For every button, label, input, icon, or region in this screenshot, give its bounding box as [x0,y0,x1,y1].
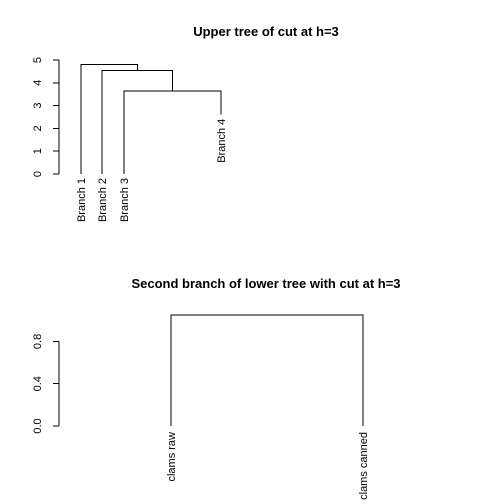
p2-y-tick-label: 0.0 [32,418,44,433]
p1-y-tick-label: 3 [32,103,44,109]
upper-tree-title: Upper tree of cut at h=3 [193,24,339,39]
upper-tree-panel: Upper tree of cut at h=3 0 1 2 3 4 5 Branch 1… [32,24,339,222]
p2-leaf-label: clams canned [358,432,370,500]
p1-y-tick-label: 4 [32,80,44,86]
p2-y-tick-label: 0.4 [32,376,44,391]
p1-y-tick-label: 1 [32,148,44,154]
lower-tree-y-axis: 0.0 0.4 0.8 [32,334,60,434]
p1-leaf-label: Branch 3 [119,178,131,222]
p1-leaf-label: Branch 1 [76,178,88,222]
p1-merge-branch [123,90,222,174]
upper-tree-leaf-labels: Branch 1 Branch 2 Branch 3 Branch 4 [76,119,228,222]
p2-merge-branch [170,314,364,426]
lower-tree-panel: Second branch of lower tree with cut at … [32,276,401,500]
p1-y-tick-label: 5 [32,57,44,63]
p2-leaf-label: clams raw [166,432,178,482]
lower-tree-leaf-labels: clams raw clams canned [166,432,370,500]
p1-merge-branch [80,64,138,174]
p1-y-tick-label: 0 [32,171,44,177]
p1-leaf-label: Branch 2 [97,178,109,222]
upper-tree-y-axis: 0 1 2 3 4 5 [32,57,60,177]
p1-leaf-label: Branch 4 [216,119,228,163]
p1-merge-branch [101,69,173,174]
lower-tree-title: Second branch of lower tree with cut at … [131,276,400,291]
upper-tree-branches [80,64,222,174]
lower-tree-branches [170,314,364,426]
p2-y-tick-label: 0.8 [32,334,44,349]
p1-y-tick-label: 2 [32,125,44,131]
